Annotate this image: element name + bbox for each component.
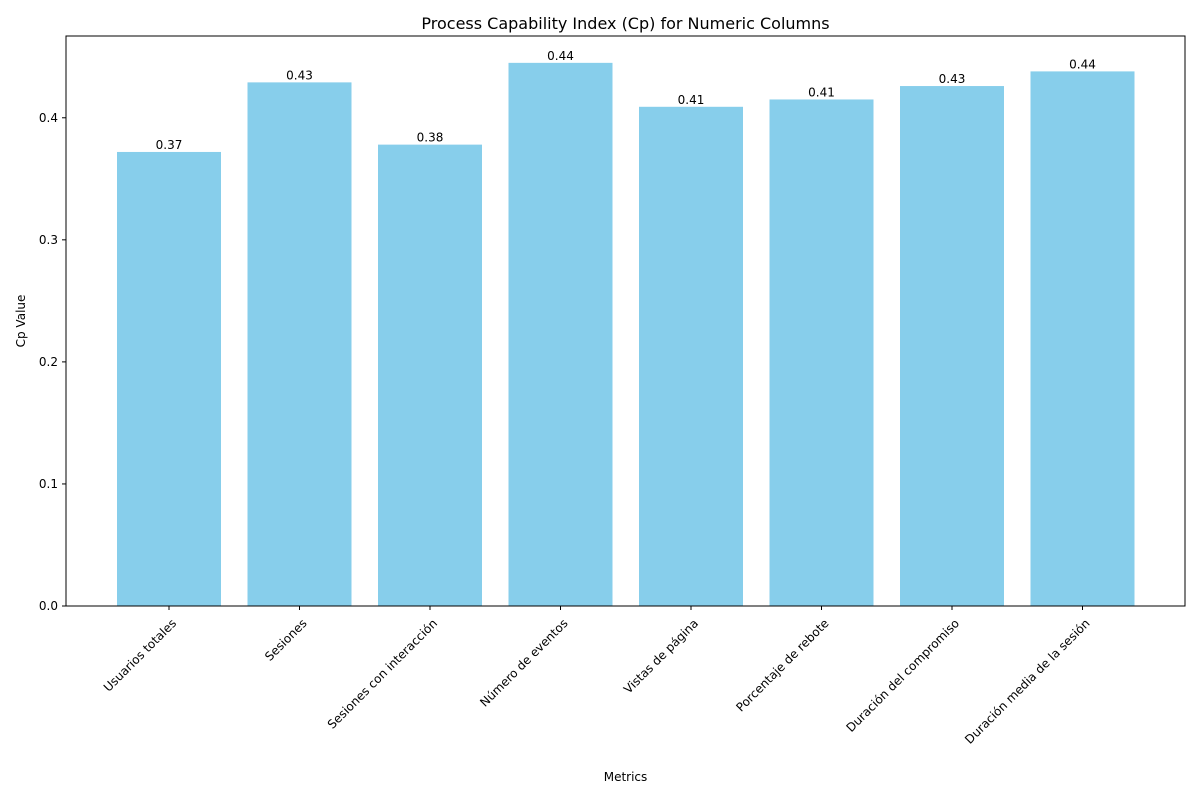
x-tick-label: Usuarios totales xyxy=(101,616,179,694)
bar xyxy=(900,86,1004,606)
y-tick-label: 0.1 xyxy=(39,477,58,491)
y-tick-label: 0.2 xyxy=(39,355,58,369)
data-label: 0.37 xyxy=(156,138,183,152)
data-label: 0.44 xyxy=(1069,57,1096,71)
y-tick-label: 0.3 xyxy=(39,233,58,247)
y-axis-label: Cp Value xyxy=(14,295,28,348)
bar xyxy=(378,144,482,606)
x-tick-label: Duración del compromiso xyxy=(843,616,962,735)
data-label: 0.38 xyxy=(417,131,444,145)
bar xyxy=(247,82,352,606)
data-label: 0.43 xyxy=(286,68,313,82)
plot-frame xyxy=(65,35,1186,607)
data-label: 0.44 xyxy=(547,49,574,63)
x-tick-label: Número de eventos xyxy=(477,616,570,709)
bar xyxy=(508,62,613,607)
y-tick-label: 0.0 xyxy=(39,599,58,613)
x-tick-label: Duración media de la sesión xyxy=(962,616,1092,746)
x-tick-label: Vistas de página xyxy=(621,616,701,696)
y-tick-label: 0.4 xyxy=(39,111,58,125)
chart-title: Process Capability Index (Cp) for Numeri… xyxy=(421,14,829,33)
bar xyxy=(639,106,743,606)
data-label: 0.43 xyxy=(939,72,966,86)
x-tick-label: Sesiones xyxy=(262,616,309,663)
bar xyxy=(769,99,874,607)
data-label: 0.41 xyxy=(678,93,705,107)
x-tick-label: Sesiones con interacción xyxy=(325,616,440,731)
bar xyxy=(117,151,221,607)
x-tick-label: Porcentaje de rebote xyxy=(733,616,831,714)
bar xyxy=(1030,71,1135,607)
data-label: 0.41 xyxy=(808,85,835,99)
plot-area: 0.37 Usuarios totales 0.43 Sesiones 0.38 Sesi… xyxy=(39,35,1186,747)
x-axis-label: Metrics xyxy=(604,770,648,784)
